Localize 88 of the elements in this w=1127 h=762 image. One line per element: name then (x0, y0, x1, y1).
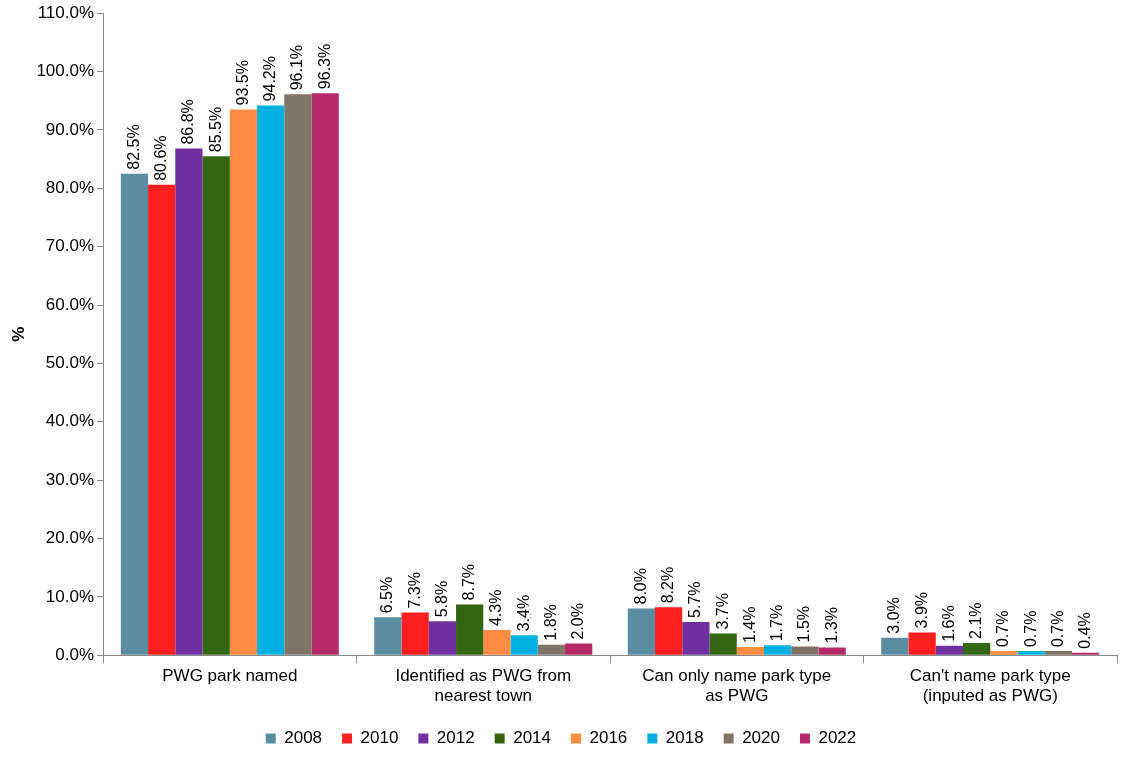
bar (1017, 651, 1045, 655)
bar (175, 148, 203, 655)
legend-label: 2018 (665, 728, 704, 748)
y-tick-label: 50.0% (45, 353, 95, 373)
data-label: 1.7% (768, 604, 786, 642)
data-label: 94.2% (261, 56, 279, 102)
bar (483, 630, 511, 655)
legend-label: 2008 (284, 728, 323, 748)
y-tick-label: 90.0% (45, 119, 95, 139)
x-tick-label: PWG park named (162, 666, 298, 686)
y-tick-label: 100.0% (36, 61, 95, 81)
bar (963, 642, 991, 655)
y-tick-label: 0.0% (55, 644, 95, 664)
bar (791, 646, 819, 655)
data-label: 1.4% (740, 606, 758, 644)
bar (148, 184, 176, 655)
bar (510, 635, 538, 655)
data-label: 8.7% (460, 563, 478, 601)
bar (990, 651, 1018, 655)
legend-label: 2022 (818, 728, 857, 748)
bar (428, 621, 457, 655)
legend-label: 2010 (360, 728, 399, 748)
x-tick-label: Can only name park type as PWG (642, 666, 832, 706)
bar (935, 645, 964, 655)
data-label: 80.6% (152, 135, 170, 181)
y-tick-label: 40.0% (45, 411, 95, 431)
data-label: 1.6% (939, 605, 957, 642)
bar (401, 612, 429, 655)
bar (120, 173, 149, 655)
y-tick-label: 80.0% (45, 177, 95, 197)
y-tick-label: 70.0% (45, 236, 95, 256)
data-label: 4.3% (487, 589, 505, 627)
bar (456, 604, 484, 655)
legend-label: 2020 (742, 728, 780, 748)
legend-label: 2014 (513, 728, 552, 748)
data-label: 3.7% (713, 593, 731, 630)
data-label: 0.4% (1076, 612, 1094, 649)
bar (202, 156, 230, 655)
bar (284, 94, 312, 655)
data-label: 2.1% (967, 602, 985, 639)
y-axis-title: % (8, 326, 28, 342)
data-label: 3.9% (912, 591, 930, 629)
data-label: 86.8% (179, 99, 197, 145)
data-label: 93.5% (233, 60, 251, 106)
y-tick-label: 60.0% (45, 294, 95, 314)
data-label: 82.5% (124, 124, 142, 170)
data-label: 2.0% (569, 603, 587, 640)
bar (818, 647, 846, 655)
data-label: 8.0% (631, 568, 649, 605)
bar (655, 607, 683, 655)
data-label: 1.8% (541, 604, 559, 641)
data-label: 96.3% (315, 43, 333, 90)
x-tick-label: Can't name park type (inputed as PWG) (909, 666, 1071, 706)
bar (627, 608, 656, 655)
bar (764, 645, 792, 655)
data-label: 1.3% (822, 607, 840, 644)
bar (537, 644, 566, 655)
data-label: 8.2% (659, 566, 677, 604)
bar (736, 647, 765, 655)
bar (682, 621, 710, 655)
bar (565, 643, 593, 655)
y-tick-label: 110.0% (37, 2, 95, 22)
data-label: 85.5% (206, 106, 224, 153)
bar (709, 633, 737, 655)
bar (229, 109, 258, 655)
data-label: 0.7% (994, 610, 1012, 648)
y-tick-label: 10.0% (45, 586, 95, 606)
data-label: 1.5% (795, 605, 813, 643)
data-label: 3.4% (514, 594, 532, 632)
bar (881, 637, 909, 655)
legend-label: 2012 (436, 728, 475, 748)
bar (1044, 651, 1073, 655)
legend-label: 2016 (589, 728, 628, 748)
data-label: 0.7% (1048, 610, 1066, 648)
y-tick-label: 20.0% (45, 528, 95, 548)
data-label: 0.7% (1021, 610, 1039, 648)
bar (311, 93, 339, 655)
data-label: 7.3% (405, 572, 423, 609)
bar (908, 632, 936, 655)
data-label: 5.7% (686, 581, 704, 618)
data-label: 96.1% (288, 44, 306, 91)
data-label: 5.8% (432, 580, 450, 618)
bar (257, 105, 285, 655)
x-tick-label: Identified as PWG from nearest town (395, 666, 572, 706)
data-label: 3.0% (885, 597, 903, 634)
data-label: 6.5% (378, 576, 396, 614)
y-tick-label: 30.0% (45, 469, 95, 489)
bar (374, 617, 402, 655)
